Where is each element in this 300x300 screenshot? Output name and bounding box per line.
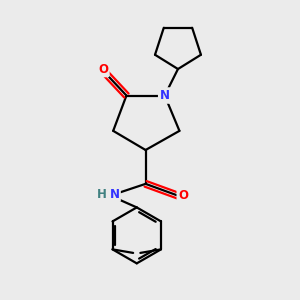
- Text: O: O: [178, 189, 188, 202]
- Text: N: N: [110, 188, 120, 201]
- Text: O: O: [98, 62, 108, 76]
- Text: N: N: [160, 89, 170, 102]
- Text: H: H: [97, 188, 107, 201]
